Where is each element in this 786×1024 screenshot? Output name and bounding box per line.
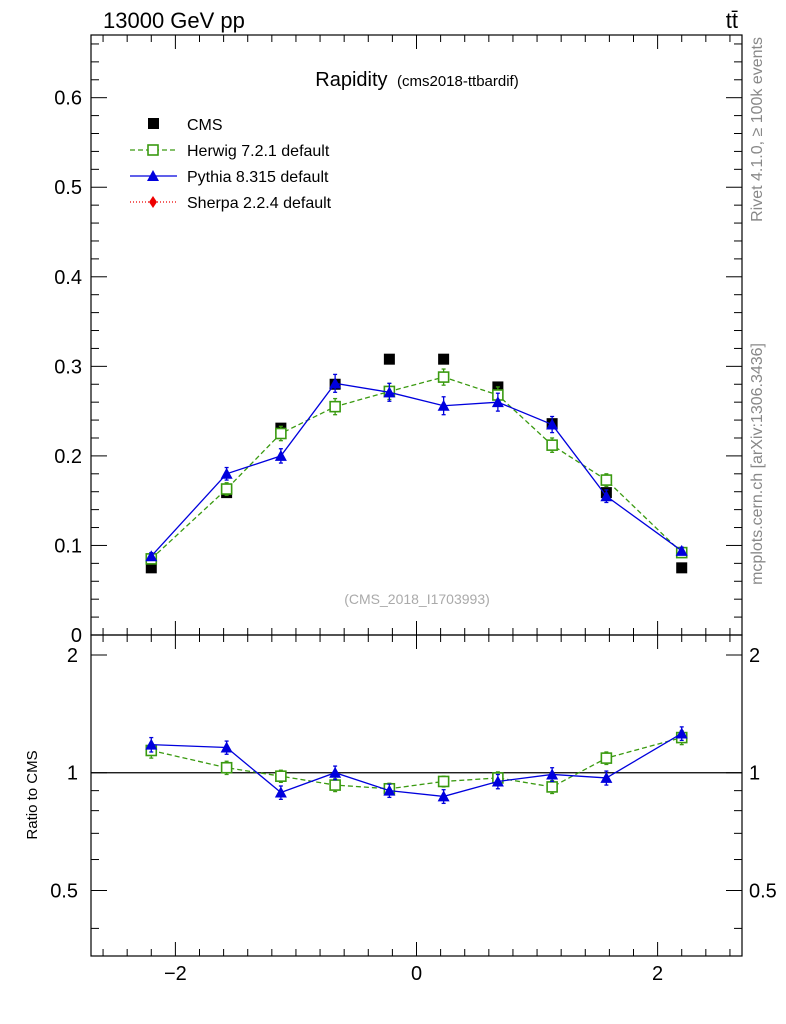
ratio-pythia-line — [151, 732, 683, 798]
main-herwig-point — [600, 474, 613, 486]
main-y-tick-label: 0 — [71, 625, 82, 647]
main-y-tick-label: 0.2 — [54, 446, 82, 468]
main-pythia-point — [675, 544, 688, 556]
legend-cms-label: CMS — [187, 117, 223, 134]
ratio-y-tick-label: 1 — [67, 763, 78, 785]
ratio-y-tick-label-right: 1 — [749, 763, 760, 785]
x-tick-label: 0 — [411, 963, 422, 985]
energy-label: 13000 GeV pp — [103, 8, 245, 33]
ratio-pythia-point — [145, 738, 158, 750]
main-pythia-point — [329, 377, 342, 389]
ratio-y-tick-label: 2 — [67, 645, 78, 667]
main-herwig-point — [220, 483, 233, 495]
main-cms-point — [438, 353, 450, 365]
legend-entry-pythia: Pythia 8.315 default — [130, 169, 329, 186]
main-pythia-point — [491, 396, 504, 408]
axes-layer: −2 0 200.10.20.30.40.50.60.5 0.51 12 2 — [50, 35, 777, 985]
plot-title: Rapidity (cms2018-ttbardif) — [315, 69, 518, 91]
ratio-pythia-point — [675, 727, 688, 739]
main-herwig-point — [546, 439, 558, 451]
ratio-pythia-point — [546, 768, 559, 780]
ratio-pythia-point — [329, 766, 342, 778]
data-layer — [145, 353, 688, 805]
rivet-version-label: Rivet 4.1.0, ≥ 100k events — [749, 37, 766, 222]
main-herwig-line — [150, 376, 683, 560]
main-herwig-point — [329, 400, 341, 413]
ratio-herwig-point — [437, 775, 450, 788]
x-tick-label: −2 — [164, 963, 187, 985]
ratio-pythia-point — [220, 741, 233, 753]
main-y-tick-label: 0.5 — [54, 177, 82, 199]
main-cms-point — [145, 562, 157, 574]
ratio-herwig-point — [329, 779, 341, 791]
main-y-tick-label: 0.4 — [54, 267, 82, 289]
main-pythia-line — [150, 382, 683, 557]
ratio-pythia-point — [600, 771, 613, 783]
main-cms-point — [383, 353, 395, 365]
legend-sherpa-label: Sherpa 2.2.4 default — [187, 195, 332, 212]
ratio-y-tick-label-right: 0.5 — [749, 880, 777, 902]
main-pythia-point — [546, 418, 559, 430]
main-cms-point — [676, 562, 688, 574]
legend-herwig-marker — [147, 144, 159, 156]
legend-pythia-marker — [147, 170, 159, 181]
ratio-pythia-point — [274, 786, 287, 798]
ratio-pythia-point — [491, 775, 504, 787]
main-pythia-point — [600, 490, 613, 502]
main-y-tick-label: 0.6 — [54, 88, 82, 110]
ratio-herwig-point — [600, 752, 613, 764]
ratio-herwig-line — [151, 736, 682, 790]
main-y-tick-label: 0.1 — [54, 535, 82, 557]
main-y-tick-label: 0.3 — [54, 356, 82, 378]
legend-cms-marker — [148, 118, 159, 129]
x-tick-label: 2 — [652, 963, 663, 985]
ratio-herwig-point — [275, 770, 287, 782]
ratio-pythia-point — [383, 784, 396, 796]
legend-entry-herwig: Herwig 7.2.1 default — [130, 143, 330, 160]
main-pythia-point — [437, 399, 450, 411]
ratio-y-tick-label-right: 2 — [749, 645, 760, 667]
ratio-y-tick-label: 0.5 — [50, 880, 78, 902]
main-herwig-point — [275, 427, 287, 440]
analysis-id-watermark: (CMS_2018_I1703993) — [344, 591, 490, 607]
legend-herwig-label: Herwig 7.2.1 default — [187, 143, 330, 160]
legend-entry-sherpa: Sherpa 2.2.4 default — [130, 195, 332, 212]
process-label: tt̄ — [726, 8, 738, 33]
main-herwig-point — [437, 371, 450, 383]
main-pythia-point — [145, 550, 158, 562]
ratio-pythia-point — [437, 790, 450, 802]
legend-pythia-label: Pythia 8.315 default — [187, 169, 329, 186]
main-pythia-point — [383, 386, 396, 398]
main-pythia-point — [274, 449, 287, 461]
legend: CMS Herwig 7.2.1 default Pythia 8.315 de… — [130, 117, 332, 212]
ratio-y-axis-label: Ratio to CMS — [24, 750, 41, 839]
legend-entry-cms: CMS — [148, 117, 223, 134]
ratio-herwig-point — [220, 761, 233, 774]
mcplots-label: mcplots.cern.ch [arXiv:1306.3436] — [749, 343, 766, 585]
legend-sherpa-marker — [149, 196, 157, 208]
main-pythia-point — [220, 467, 233, 479]
ratio-plot-frame — [90, 634, 743, 957]
ratio-herwig-point — [546, 781, 558, 793]
